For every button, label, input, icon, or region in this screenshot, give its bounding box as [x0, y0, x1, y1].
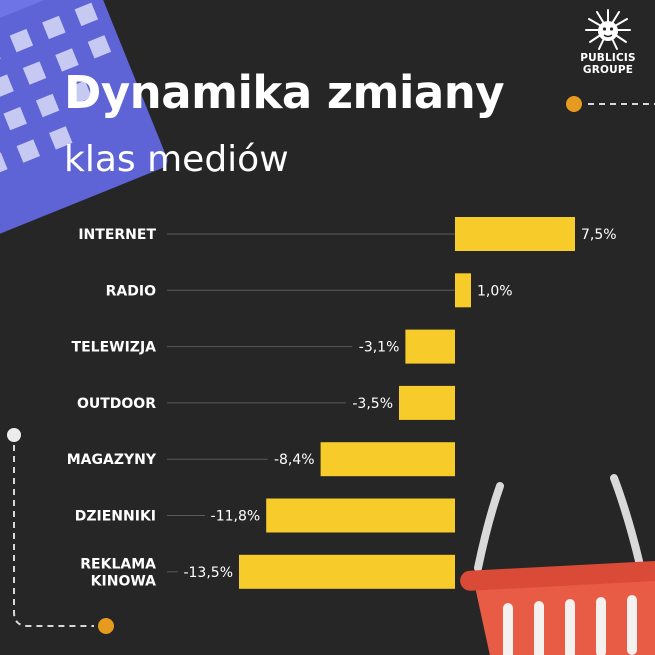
category-label: TELEWIZJA: [72, 340, 157, 356]
category-label: INTERNET: [78, 227, 156, 243]
category-label-line: DZIENNIKI: [75, 509, 156, 525]
category-label: OUTDOOR: [77, 396, 156, 412]
bar: [399, 385, 455, 420]
value-label: 7,5%: [581, 227, 617, 243]
category-label-line: INTERNET: [78, 227, 156, 243]
category-label: MAGAZYNY: [67, 452, 157, 468]
category-label: RADIO: [106, 283, 156, 299]
value-label: 1,0%: [477, 283, 513, 299]
dotted-path-top: [566, 96, 655, 112]
publicis-groupe-logo: PUBLICIS GROUPE: [566, 8, 650, 78]
bar: [455, 217, 575, 251]
chart-subtitle: klas mediów: [64, 139, 289, 180]
dotted-path-left: [7, 428, 114, 634]
value-label: -8,4%: [274, 452, 315, 468]
category-label-line: OUTDOOR: [77, 396, 156, 412]
category-label-line: REKLAMA: [80, 556, 156, 572]
logo-text-groupe: GROUPE: [582, 64, 634, 76]
bar: [239, 554, 455, 589]
bar: [405, 329, 455, 364]
value-label: -13,5%: [183, 565, 233, 581]
category-label: REKLAMA KINOWA: [80, 556, 156, 589]
category-label-line: TELEWIZJA: [72, 340, 157, 356]
category-label-line: MAGAZYNY: [67, 452, 157, 468]
value-label: -11,8%: [211, 509, 261, 525]
shopping-basket-icon: [460, 474, 655, 655]
bar: [266, 498, 455, 533]
category-label-line: RADIO: [106, 283, 156, 299]
bar: [320, 442, 455, 477]
lion-head-icon: [585, 9, 631, 50]
value-label: -3,1%: [359, 340, 400, 356]
category-label: DZIENNIKI: [75, 509, 156, 525]
bar: [455, 273, 471, 308]
chart-title: Dynamika zmiany: [64, 66, 505, 119]
logo-text-publicis: PUBLICIS: [580, 52, 636, 64]
value-label: -3,5%: [352, 396, 393, 412]
category-label-line: KINOWA: [91, 573, 156, 589]
calendar-icon: [0, 0, 168, 234]
